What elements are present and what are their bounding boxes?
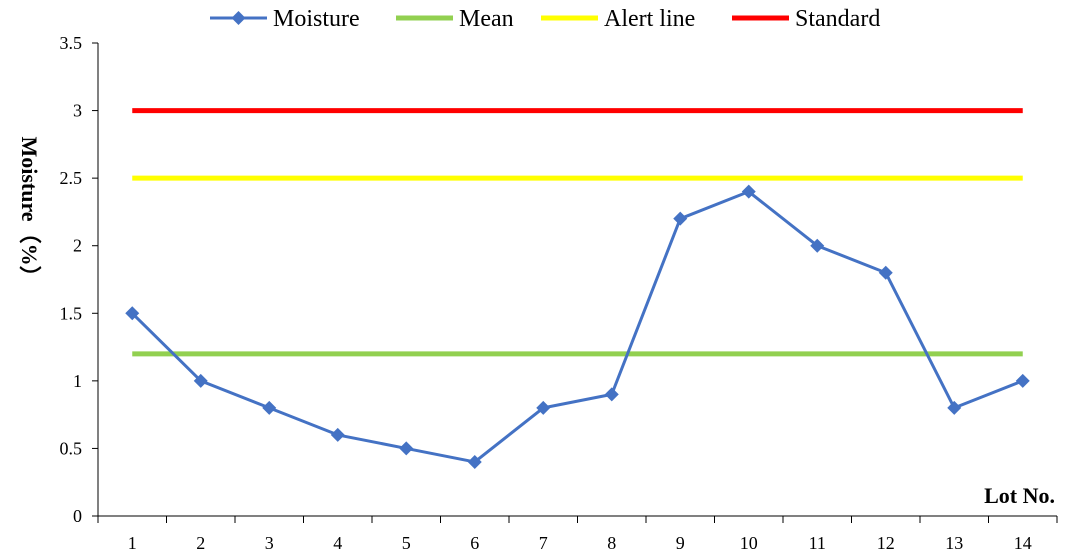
y-tick-label: 1 [73,371,82,391]
x-axis: 1 2 3 4 5 6 7 8 9 10 11 12 13 14 [97,515,1058,553]
x-tick-label: 11 [809,533,826,553]
y-tick-label: 0.5 [60,438,83,458]
data-point-moisture [125,306,140,321]
plot-area [125,108,1030,469]
legend-item-standard: Standard [732,6,880,32]
y-axis: 0 0.5 1 1.5 2 2.5 3 3.5 [60,33,99,526]
legend-item-moisture: Moisture [210,6,360,32]
legend-item-mean: Mean [396,6,514,32]
y-tick-label: 3.5 [60,33,83,53]
x-tick-label: 3 [265,533,274,553]
data-point-moisture [673,211,688,226]
x-tick-label: 7 [539,533,548,553]
x-tick-label: 13 [945,533,963,553]
data-point-moisture [947,400,962,415]
data-point-moisture [1015,373,1030,388]
y-tick-label: 2 [73,236,82,256]
data-point-moisture [399,441,414,456]
legend: Moisture Mean Alert line Standard [210,6,880,32]
x-tick-label: 2 [196,533,205,553]
data-point-moisture [604,387,619,402]
data-point-moisture [878,265,893,280]
series-line-moisture [131,190,1024,464]
data-point-moisture [467,454,482,469]
legend-label-standard: Standard [795,6,880,32]
x-tick-label: 10 [740,533,758,553]
legend-label-alert-line: Alert line [604,6,695,32]
x-tick-label: 5 [402,533,411,553]
y-tick-label: 2.5 [60,168,83,188]
y-tick-label: 0 [73,506,82,526]
x-tick-label: 6 [470,533,479,553]
legend-label-moisture: Moisture [273,6,360,32]
y-tick-label: 1.5 [60,303,83,323]
legend-label-mean: Mean [459,6,514,32]
legend-item-alert-line: Alert line [541,6,695,32]
x-tick-label: 9 [676,533,685,553]
data-point-moisture [536,400,551,415]
x-tick-label: 8 [607,533,616,553]
x-axis-title: Lot No. [984,483,1055,508]
data-point-moisture [193,373,208,388]
data-point-moisture [741,184,756,199]
y-axis-title: Moisture（%） [17,136,42,287]
x-tick-label: 1 [128,533,137,553]
data-point-moisture [810,238,825,253]
y-tick-label: 3 [73,101,82,121]
x-tick-label: 12 [877,533,895,553]
data-point-moisture [262,400,277,415]
data-point-moisture [330,427,345,442]
x-tick-label: 4 [333,533,342,553]
x-tick-label: 14 [1014,533,1032,553]
legend-marker-moisture [231,11,246,25]
